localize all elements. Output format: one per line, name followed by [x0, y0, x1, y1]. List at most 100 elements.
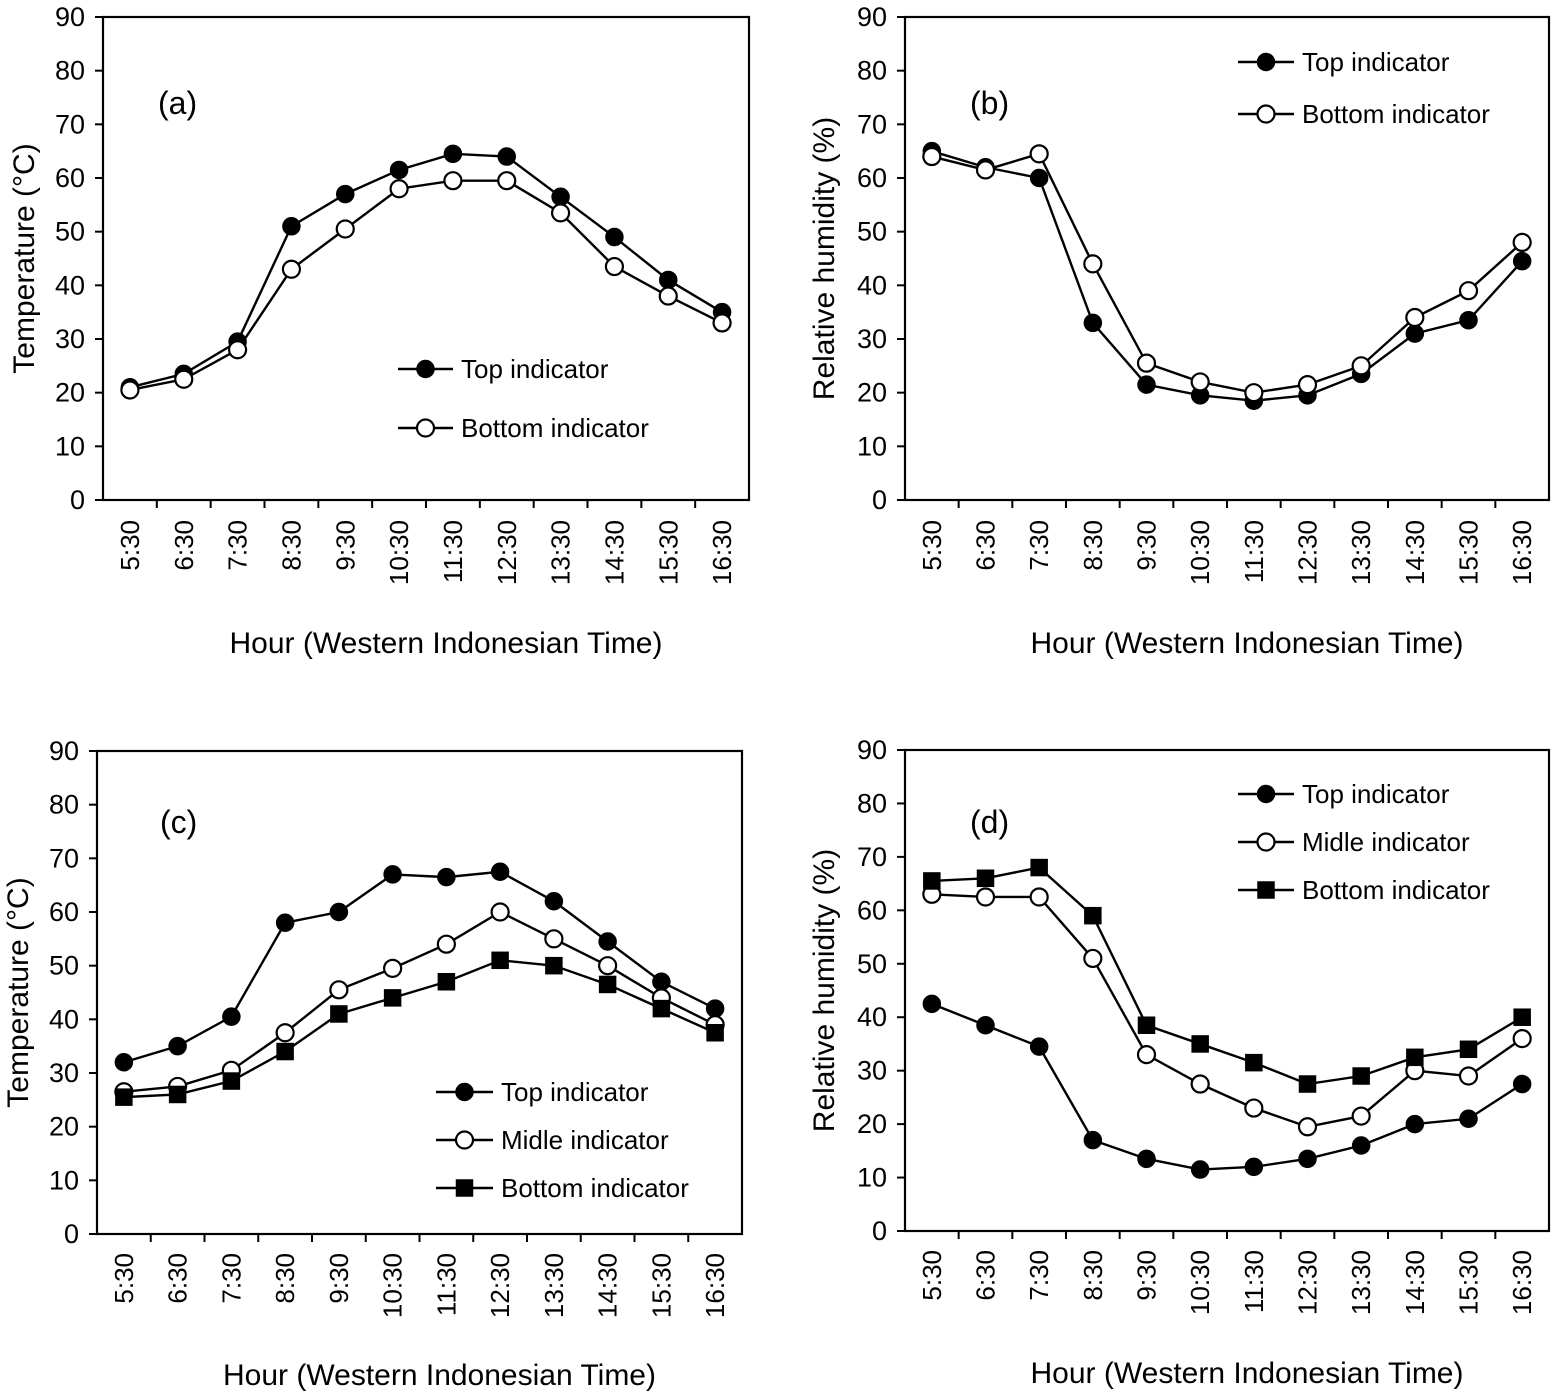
- data-point: [551, 187, 570, 207]
- data-point: [1029, 887, 1049, 907]
- legend-item: Bottom indicator: [398, 413, 649, 443]
- panel-label: (a): [158, 85, 197, 121]
- legend-item: Midle indicator: [436, 1125, 669, 1155]
- x-tick-label: 8:30: [276, 520, 306, 571]
- x-tick-label: 7:30: [1024, 520, 1054, 571]
- x-tick-label: 13:30: [1346, 1250, 1376, 1315]
- x-tick-label: 12:30: [492, 520, 522, 585]
- data-point: [1512, 1028, 1532, 1049]
- data-point: [1244, 383, 1264, 403]
- x-tick-label: 12:30: [485, 1253, 515, 1318]
- data-point: [1352, 1067, 1370, 1085]
- x-tick-label: 11:30: [438, 520, 468, 583]
- data-point: [491, 951, 509, 970]
- x-tick-label: 10:30: [378, 1253, 408, 1318]
- legend-marker: [455, 1082, 474, 1102]
- data-point: [712, 313, 732, 333]
- series-line: [931, 152, 1523, 394]
- y-tick-label: 60: [857, 895, 887, 925]
- data-point: [1137, 375, 1156, 394]
- data-point: [330, 1005, 348, 1023]
- x-tick-label: 12:30: [1293, 520, 1323, 585]
- data-point: [1459, 1040, 1478, 1059]
- panel-label: (c): [160, 804, 197, 840]
- data-point: [922, 146, 942, 167]
- data-point: [652, 972, 671, 992]
- data-point: [281, 259, 302, 279]
- y-tick-label: 20: [857, 1109, 887, 1139]
- y-tick-label: 80: [49, 790, 79, 820]
- data-point: [544, 892, 564, 911]
- data-point: [544, 929, 564, 949]
- chart-panel-d: 0 10 20 30 40 50 60 70 80 90 5:30 6:30 7:30 8:30 9:30 1…: [808, 735, 1551, 1390]
- data-point: [1298, 1075, 1317, 1093]
- x-tick-label: 9:30: [1132, 1250, 1162, 1301]
- x-tick-label: 11:30: [1239, 1250, 1269, 1313]
- data-point: [329, 980, 349, 1000]
- x-tick-label: 5:30: [109, 1253, 139, 1304]
- x-tick-label: 10:30: [1185, 520, 1215, 585]
- y-axis-title: Relative humidity (%): [808, 849, 841, 1132]
- data-point: [1190, 1074, 1210, 1094]
- x-tick-label: 16:30: [1507, 1250, 1537, 1315]
- y-tick-label: 0: [872, 1216, 887, 1246]
- y-tick-label: 10: [857, 431, 887, 461]
- y-tick-label: 50: [857, 949, 887, 979]
- y-tick-label: 70: [49, 843, 79, 873]
- data-point: [1191, 1035, 1209, 1053]
- x-tick-label: 6:30: [971, 520, 1001, 571]
- x-tick-label: 13:30: [539, 1253, 569, 1318]
- y-tick-label: 10: [55, 431, 85, 461]
- legend-marker: [416, 359, 435, 379]
- data-point: [275, 913, 295, 932]
- series-bottom-indicator: [922, 144, 1532, 403]
- y-tick-label: 60: [857, 163, 887, 193]
- data-point: [605, 227, 624, 247]
- data-point: [1513, 1008, 1531, 1026]
- x-tick-label: 16:30: [707, 520, 737, 585]
- data-point: [120, 380, 140, 400]
- data-point: [1297, 1117, 1318, 1137]
- data-point: [383, 989, 402, 1007]
- y-tick-label: 10: [857, 1163, 887, 1193]
- data-point: [1083, 1130, 1103, 1150]
- data-point: [174, 369, 194, 389]
- data-point: [437, 867, 456, 887]
- legend-item: Midle indicator: [1238, 827, 1470, 857]
- series-line: [931, 1002, 1523, 1171]
- data-point: [976, 869, 995, 888]
- data-point: [437, 973, 456, 991]
- x-tick-label: 11:30: [1239, 520, 1269, 583]
- data-point: [443, 171, 463, 191]
- y-tick-label: 90: [857, 735, 887, 765]
- data-point: [1298, 1149, 1317, 1169]
- y-axis-title: Temperature (°C): [8, 143, 41, 373]
- x-tick-label: 8:30: [1078, 1250, 1108, 1301]
- data-point: [1512, 1074, 1532, 1094]
- x-tick-label: 10:30: [384, 520, 414, 585]
- y-tick-label: 80: [55, 56, 85, 86]
- legend-label: Bottom indicator: [1302, 875, 1490, 905]
- series-top-indicator: [922, 141, 1532, 410]
- data-point: [115, 1088, 133, 1106]
- x-tick-label: 8:30: [1078, 520, 1108, 571]
- legend-marker: [1256, 52, 1276, 72]
- x-tick-label: 6:30: [163, 1253, 193, 1304]
- data-point: [1083, 313, 1103, 333]
- y-tick-label: 20: [55, 378, 85, 408]
- data-point: [923, 872, 941, 890]
- y-tick-label: 30: [55, 324, 85, 354]
- data-point: [1137, 1016, 1156, 1034]
- x-tick-label: 13:30: [546, 520, 576, 585]
- legend-label: Midle indicator: [1302, 827, 1470, 857]
- x-axis-title: Hour (Western Indonesian Time): [230, 627, 663, 660]
- legend-label: Bottom indicator: [461, 413, 649, 443]
- data-point: [1190, 372, 1210, 392]
- legend-marker: [1256, 104, 1276, 124]
- y-tick-label: 60: [55, 163, 85, 193]
- data-point: [490, 902, 510, 922]
- y-tick-label: 90: [49, 736, 79, 766]
- y-tick-label: 80: [857, 56, 887, 86]
- data-point: [1245, 1053, 1263, 1072]
